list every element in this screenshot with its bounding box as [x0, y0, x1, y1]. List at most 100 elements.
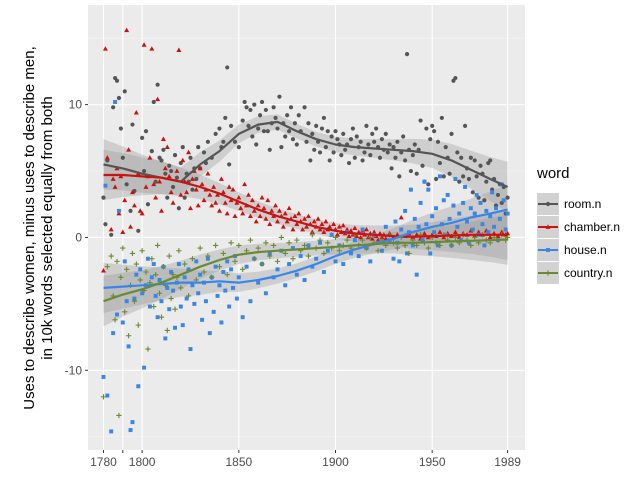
point-room-n	[462, 123, 468, 128]
point-chamber-n	[128, 224, 134, 229]
point-chamber-n	[124, 27, 130, 33]
point-room-n	[379, 137, 385, 142]
point-room-n	[172, 153, 178, 158]
point-house-n	[341, 262, 346, 267]
point-room-n	[161, 147, 166, 152]
point-house-n	[229, 267, 234, 272]
point-house-n	[465, 219, 469, 224]
point-chamber-n	[186, 149, 192, 155]
point-country-n	[129, 250, 136, 257]
point-country-n	[367, 234, 373, 241]
point-room-n	[341, 131, 346, 136]
point-chamber-n	[265, 197, 271, 203]
point-country-n	[309, 232, 315, 238]
point-room-n	[472, 158, 477, 163]
point-country-n	[243, 248, 250, 254]
point-room-n	[447, 171, 452, 176]
point-room-n	[358, 139, 363, 144]
point-chamber-n	[176, 47, 182, 53]
point-chamber-n	[331, 221, 337, 227]
point-house-n	[403, 208, 408, 213]
point-room-n	[302, 105, 307, 110]
point-house-n	[221, 270, 226, 274]
point-room-n	[263, 107, 268, 113]
point-house-n	[155, 315, 160, 320]
point-chamber-n	[247, 213, 253, 219]
point-room-n	[468, 155, 473, 160]
point-chamber-n	[346, 233, 352, 238]
point-room-n	[227, 162, 232, 167]
point-chamber-n	[110, 176, 116, 181]
point-house-n	[198, 272, 203, 277]
legend-item-room-n: room.n	[537, 193, 601, 215]
point-chamber-n	[222, 200, 228, 205]
point-room-n	[457, 179, 462, 184]
point-house-n	[188, 347, 193, 352]
point-chamber-n	[108, 226, 114, 232]
point-room-n	[495, 192, 501, 198]
legend-item-country-n: country.n	[537, 262, 612, 284]
point-house-n	[128, 428, 133, 433]
point-room-n	[182, 195, 187, 200]
point-room-n	[140, 135, 145, 140]
point-room-n	[377, 155, 383, 160]
y-tick-label: -10	[65, 363, 83, 377]
point-chamber-n	[358, 234, 364, 240]
point-house-n	[329, 232, 334, 237]
legend-key-marker	[545, 270, 551, 276]
point-chamber-n	[334, 232, 340, 237]
point-country-n	[135, 322, 141, 328]
point-room-n	[453, 75, 458, 81]
point-room-n	[329, 134, 334, 139]
point-chamber-n	[180, 157, 186, 163]
point-room-n	[459, 155, 464, 160]
point-house-n	[120, 320, 125, 325]
point-room-n	[366, 142, 371, 147]
point-house-n	[169, 270, 174, 274]
point-house-n	[318, 240, 323, 245]
point-room-n	[271, 105, 276, 110]
point-room-n	[130, 122, 135, 127]
point-house-n	[184, 296, 189, 301]
point-house-n	[468, 206, 473, 211]
point-chamber-n	[139, 210, 145, 216]
point-room-n	[217, 126, 222, 131]
point-country-n	[137, 277, 143, 283]
point-chamber-n	[253, 218, 259, 224]
point-chamber-n	[201, 197, 207, 203]
point-room-n	[103, 222, 108, 227]
point-country-n	[232, 258, 238, 265]
point-country-n	[114, 258, 120, 265]
point-country-n	[259, 261, 265, 267]
point-country-n	[168, 295, 174, 302]
point-house-n	[482, 243, 487, 248]
point-country-n	[290, 256, 296, 262]
point-house-n	[203, 299, 208, 304]
point-house-n	[430, 214, 435, 219]
point-chamber-n	[189, 176, 195, 181]
point-house-n	[111, 331, 116, 336]
point-room-n	[441, 174, 446, 179]
point-room-n	[143, 129, 149, 134]
point-room-n	[435, 139, 441, 144]
point-room-n	[246, 123, 251, 128]
point-house-n	[116, 208, 121, 213]
point-country-n	[125, 333, 132, 339]
point-country-n	[247, 237, 254, 243]
point-chamber-n	[296, 210, 302, 216]
point-chamber-n	[153, 194, 159, 200]
point-house-n	[383, 224, 388, 229]
point-house-n	[356, 254, 361, 259]
point-house-n	[391, 256, 396, 261]
point-country-n	[170, 272, 176, 278]
point-house-n	[333, 259, 338, 264]
point-chamber-n	[155, 96, 161, 102]
axes: -10 0 10 1780 1800 1850 1900 1950 1989	[65, 98, 522, 469]
point-house-n	[424, 222, 429, 227]
point-chamber-n	[257, 213, 263, 219]
point-room-n	[327, 158, 332, 163]
point-room-n	[290, 137, 296, 142]
point-country-n	[164, 327, 170, 334]
point-room-n	[265, 129, 270, 134]
